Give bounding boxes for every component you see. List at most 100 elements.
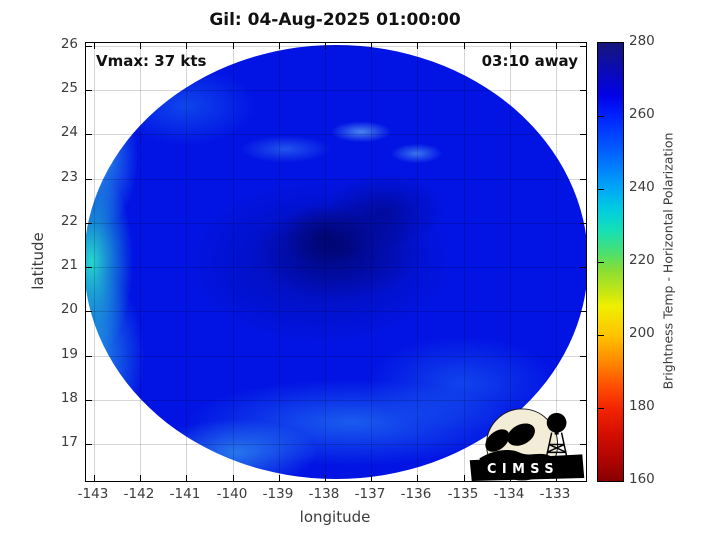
grid-line bbox=[86, 267, 586, 268]
tick-mark bbox=[140, 475, 141, 481]
x-tick-label: -141 bbox=[169, 486, 201, 502]
grid-line bbox=[94, 43, 95, 481]
colorbar-tick-mark bbox=[598, 408, 604, 409]
water-tower-icon bbox=[545, 432, 569, 461]
y-tick-label: 19 bbox=[60, 346, 78, 362]
x-tick-label: -140 bbox=[216, 486, 248, 502]
y-tick-label: 23 bbox=[60, 169, 78, 185]
satellite-dish-icon bbox=[507, 423, 535, 446]
tick-mark bbox=[371, 475, 372, 481]
tick-mark bbox=[279, 43, 280, 49]
storm-brightness-temp-image bbox=[86, 45, 586, 479]
x-tick-label: -143 bbox=[77, 486, 109, 502]
x-axis-label: longitude bbox=[299, 508, 371, 526]
vmax-annotation: Vmax: 37 kts bbox=[96, 52, 207, 70]
plot-title: Gil: 04-Aug-2025 01:00:00 bbox=[209, 10, 461, 30]
tick-mark bbox=[86, 179, 92, 180]
y-tick-label: 22 bbox=[60, 213, 78, 229]
time-away-annotation: 03:10 away bbox=[481, 52, 578, 70]
x-tick-label: -139 bbox=[262, 486, 294, 502]
grid-line bbox=[417, 43, 418, 481]
grid-line bbox=[371, 43, 372, 481]
tick-mark bbox=[86, 223, 92, 224]
plot-area: Vmax: 37 kts 03:10 away CIMSS bbox=[85, 42, 587, 482]
colorbar-tick-mark bbox=[598, 262, 604, 263]
tick-mark bbox=[371, 43, 372, 49]
logo-banner bbox=[469, 454, 585, 481]
y-tick-label: 18 bbox=[60, 390, 78, 406]
tick-mark bbox=[580, 179, 586, 180]
colorbar-tick-label: 180 bbox=[629, 398, 655, 414]
x-tick-label: -142 bbox=[123, 486, 155, 502]
tick-mark bbox=[86, 356, 92, 357]
tick-mark bbox=[86, 444, 92, 445]
tick-mark bbox=[86, 90, 92, 91]
y-tick-label: 24 bbox=[60, 124, 78, 140]
tick-mark bbox=[140, 43, 141, 49]
grid-line bbox=[233, 43, 234, 481]
tick-mark bbox=[325, 475, 326, 481]
y-tick-label: 20 bbox=[60, 301, 78, 317]
x-tick-label: -137 bbox=[354, 486, 386, 502]
tick-mark bbox=[233, 43, 234, 49]
tick-mark bbox=[417, 43, 418, 49]
tick-mark bbox=[556, 43, 557, 49]
colorbar-tick-label: 160 bbox=[629, 471, 655, 487]
y-axis-label: latitude bbox=[29, 232, 47, 290]
tick-mark bbox=[580, 400, 586, 401]
grid-line bbox=[86, 444, 586, 445]
grid-line bbox=[86, 311, 586, 312]
tick-mark bbox=[186, 475, 187, 481]
grid-line bbox=[86, 134, 586, 135]
tick-mark bbox=[580, 356, 586, 357]
tick-mark bbox=[86, 311, 92, 312]
tick-mark bbox=[86, 46, 92, 47]
tick-mark bbox=[464, 43, 465, 49]
x-tick-label: -133 bbox=[539, 486, 571, 502]
colorbar-tick-mark bbox=[598, 189, 604, 190]
tick-mark bbox=[186, 43, 187, 49]
grid-line bbox=[86, 90, 586, 91]
grid-line bbox=[86, 179, 586, 180]
y-tick-label: 26 bbox=[60, 36, 78, 52]
tick-mark bbox=[94, 475, 95, 481]
tick-mark bbox=[86, 134, 92, 135]
tick-mark bbox=[580, 134, 586, 135]
tick-mark bbox=[417, 475, 418, 481]
colorbar-tick-label: 200 bbox=[629, 325, 655, 341]
grid-line bbox=[556, 43, 557, 481]
tick-mark bbox=[510, 43, 511, 49]
tick-mark bbox=[580, 46, 586, 47]
tick-mark bbox=[325, 43, 326, 49]
tick-mark bbox=[94, 43, 95, 49]
tick-mark bbox=[86, 400, 92, 401]
tick-mark bbox=[86, 267, 92, 268]
tick-mark bbox=[580, 90, 586, 91]
colorbar-tick-label: 280 bbox=[629, 33, 655, 49]
grid-line bbox=[86, 46, 586, 47]
x-tick-label: -134 bbox=[493, 486, 525, 502]
tick-mark bbox=[279, 475, 280, 481]
tick-mark bbox=[233, 475, 234, 481]
y-tick-label: 17 bbox=[60, 434, 78, 450]
tick-mark bbox=[580, 223, 586, 224]
tick-mark bbox=[464, 475, 465, 481]
colorbar-title: Brightness Temp - Horizontal Polarizatio… bbox=[660, 132, 676, 390]
x-tick-label: -135 bbox=[447, 486, 479, 502]
grid-line bbox=[86, 356, 586, 357]
colorbar-tick-mark bbox=[598, 335, 604, 336]
colorbar-tick-label: 240 bbox=[629, 179, 655, 195]
satellite-dish-icon bbox=[485, 429, 510, 452]
grid-line bbox=[325, 43, 326, 481]
tick-mark bbox=[580, 444, 586, 445]
grid-line bbox=[86, 223, 586, 224]
grid-line bbox=[510, 43, 511, 481]
tick-mark bbox=[580, 267, 586, 268]
logo-text: CIMSS bbox=[487, 462, 559, 477]
colorbar-tick-mark bbox=[598, 116, 604, 117]
colorbar-tick-label: 220 bbox=[629, 252, 655, 268]
grid-line bbox=[279, 43, 280, 481]
y-tick-label: 21 bbox=[60, 257, 78, 273]
tick-mark bbox=[580, 311, 586, 312]
